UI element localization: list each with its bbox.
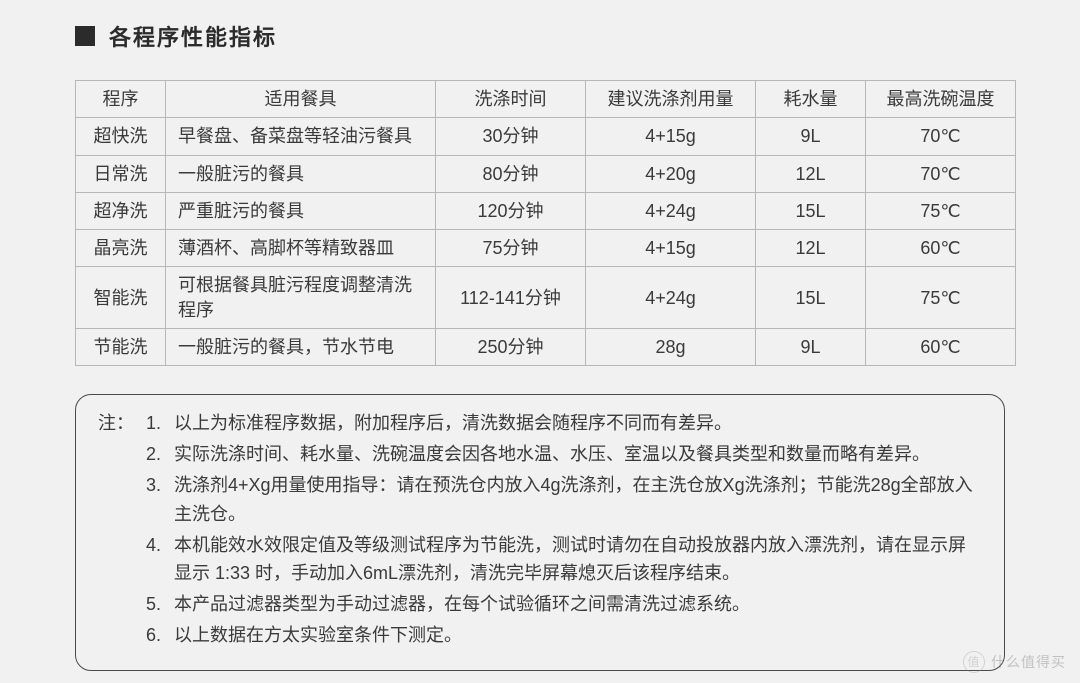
table-cell: 可根据餐具脏污程度调整清洗程序 bbox=[166, 267, 436, 329]
note-text: 本产品过滤器类型为手动过滤器，在每个试验循环之间需清洗过滤系统。 bbox=[174, 590, 982, 619]
table-cell: 超快洗 bbox=[76, 118, 166, 155]
table-cell: 一般脏污的餐具，节水节电 bbox=[166, 329, 436, 366]
table-cell: 超净洗 bbox=[76, 192, 166, 229]
note-number: 4. bbox=[146, 531, 174, 589]
col-header: 洗涤时间 bbox=[436, 81, 586, 118]
table-cell: 薄酒杯、高脚杯等精致器皿 bbox=[166, 230, 436, 267]
table-cell: 智能洗 bbox=[76, 267, 166, 329]
col-header: 程序 bbox=[76, 81, 166, 118]
note-item: 2.实际洗涤时间、耗水量、洗碗温度会因各地水温、水压、室温以及餐具类型和数量而略… bbox=[146, 440, 982, 469]
table-cell: 60℃ bbox=[866, 230, 1016, 267]
note-number: 1. bbox=[146, 409, 174, 438]
table-row: 超快洗早餐盘、备菜盘等轻油污餐具30分钟4+15g9L70℃ bbox=[76, 118, 1016, 155]
note-text: 本机能效水效限定值及等级测试程序为节能洗，测试时请勿在自动投放器内放入漂洗剂，请… bbox=[174, 531, 982, 589]
table-cell: 4+24g bbox=[586, 267, 756, 329]
table-cell: 4+15g bbox=[586, 230, 756, 267]
note-item: 1.以上为标准程序数据，附加程序后，清洗数据会随程序不同而有差异。 bbox=[146, 409, 982, 438]
notes-list: 1.以上为标准程序数据，附加程序后，清洗数据会随程序不同而有差异。2.实际洗涤时… bbox=[146, 409, 982, 651]
table-cell: 4+15g bbox=[586, 118, 756, 155]
table-cell: 4+20g bbox=[586, 155, 756, 192]
table-cell: 75分钟 bbox=[436, 230, 586, 267]
note-text: 以上为标准程序数据，附加程序后，清洗数据会随程序不同而有差异。 bbox=[174, 409, 982, 438]
table-cell: 70℃ bbox=[866, 118, 1016, 155]
table-cell: 112-141分钟 bbox=[436, 267, 586, 329]
table-cell: 250分钟 bbox=[436, 329, 586, 366]
table-row: 晶亮洗薄酒杯、高脚杯等精致器皿75分钟4+15g12L60℃ bbox=[76, 230, 1016, 267]
table-row: 智能洗可根据餐具脏污程度调整清洗程序112-141分钟4+24g15L75℃ bbox=[76, 267, 1016, 329]
table-cell: 12L bbox=[756, 155, 866, 192]
col-header: 建议洗涤剂用量 bbox=[586, 81, 756, 118]
table-cell: 30分钟 bbox=[436, 118, 586, 155]
note-number: 3. bbox=[146, 471, 174, 529]
notes-box: 注： 1.以上为标准程序数据，附加程序后，清洗数据会随程序不同而有差异。2.实际… bbox=[75, 394, 1005, 670]
note-number: 6. bbox=[146, 621, 174, 650]
table-header-row: 程序 适用餐具 洗涤时间 建议洗涤剂用量 耗水量 最高洗碗温度 bbox=[76, 81, 1016, 118]
note-item: 4.本机能效水效限定值及等级测试程序为节能洗，测试时请勿在自动投放器内放入漂洗剂… bbox=[146, 531, 982, 589]
table-row: 超净洗严重脏污的餐具120分钟4+24g15L75℃ bbox=[76, 192, 1016, 229]
table-cell: 节能洗 bbox=[76, 329, 166, 366]
note-number: 5. bbox=[146, 590, 174, 619]
table-cell: 严重脏污的餐具 bbox=[166, 192, 436, 229]
page-title: 各程序性能指标 bbox=[109, 20, 277, 52]
col-header: 适用餐具 bbox=[166, 81, 436, 118]
table-cell: 60℃ bbox=[866, 329, 1016, 366]
note-number: 2. bbox=[146, 440, 174, 469]
performance-table: 程序 适用餐具 洗涤时间 建议洗涤剂用量 耗水量 最高洗碗温度 超快洗早餐盘、备… bbox=[75, 80, 1016, 366]
table-cell: 75℃ bbox=[866, 192, 1016, 229]
col-header: 最高洗碗温度 bbox=[866, 81, 1016, 118]
table-cell: 9L bbox=[756, 329, 866, 366]
table-cell: 75℃ bbox=[866, 267, 1016, 329]
table-cell: 15L bbox=[756, 267, 866, 329]
note-text: 洗涤剂4+Xg用量使用指导：请在预洗仓内放入4g洗涤剂，在主洗仓放Xg洗涤剂；节… bbox=[174, 471, 982, 529]
table-cell: 12L bbox=[756, 230, 866, 267]
table-cell: 4+24g bbox=[586, 192, 756, 229]
watermark-logo-icon: 值 bbox=[963, 651, 985, 673]
table-cell: 120分钟 bbox=[436, 192, 586, 229]
watermark: 值 什么值得买 bbox=[963, 651, 1066, 673]
table-cell: 晶亮洗 bbox=[76, 230, 166, 267]
note-text: 以上数据在方太实验室条件下测定。 bbox=[174, 621, 982, 650]
note-text: 实际洗涤时间、耗水量、洗碗温度会因各地水温、水压、室温以及餐具类型和数量而略有差… bbox=[174, 440, 982, 469]
note-item: 3.洗涤剂4+Xg用量使用指导：请在预洗仓内放入4g洗涤剂，在主洗仓放Xg洗涤剂… bbox=[146, 471, 982, 529]
table-cell: 9L bbox=[756, 118, 866, 155]
note-item: 5.本产品过滤器类型为手动过滤器，在每个试验循环之间需清洗过滤系统。 bbox=[146, 590, 982, 619]
table-cell: 日常洗 bbox=[76, 155, 166, 192]
watermark-text: 什么值得买 bbox=[991, 652, 1066, 672]
table-cell: 一般脏污的餐具 bbox=[166, 155, 436, 192]
note-item: 6.以上数据在方太实验室条件下测定。 bbox=[146, 621, 982, 650]
table-cell: 70℃ bbox=[866, 155, 1016, 192]
table-cell: 28g bbox=[586, 329, 756, 366]
table-cell: 80分钟 bbox=[436, 155, 586, 192]
table-cell: 15L bbox=[756, 192, 866, 229]
table-cell: 早餐盘、备菜盘等轻油污餐具 bbox=[166, 118, 436, 155]
title-bullet-icon bbox=[75, 26, 95, 46]
col-header: 耗水量 bbox=[756, 81, 866, 118]
notes-label: 注： bbox=[98, 409, 146, 438]
table-row: 日常洗一般脏污的餐具80分钟4+20g12L70℃ bbox=[76, 155, 1016, 192]
table-row: 节能洗一般脏污的餐具，节水节电250分钟28g9L60℃ bbox=[76, 329, 1016, 366]
